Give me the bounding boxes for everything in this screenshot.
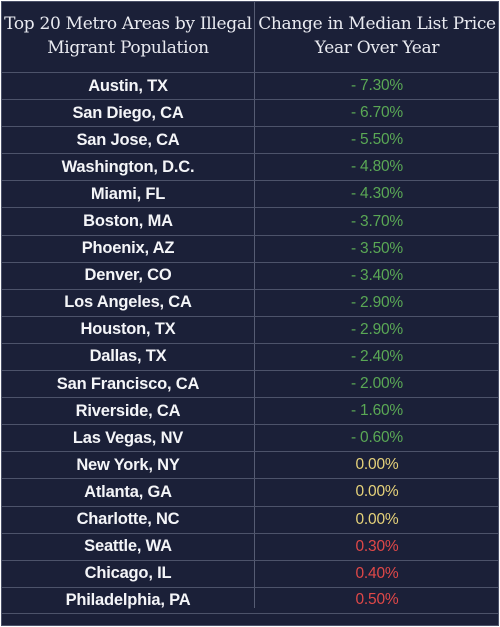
table-row: New York, NY 0.00% — [2, 451, 498, 478]
price-change-cell: - 2.40% — [350, 347, 404, 365]
price-change-cell: - 3.40% — [350, 266, 404, 284]
table-row: San Diego, CA - 6.70% — [2, 99, 498, 126]
table-row: Los Angeles, CA - 2.90% — [2, 288, 498, 316]
metro-area-cell: Austin, TX — [88, 76, 168, 95]
price-change-cell: - 4.30% — [350, 185, 404, 203]
table-row: Miami, FL - 4.30% — [2, 180, 498, 207]
metro-area-cell: San Francisco, CA — [56, 374, 200, 393]
table-row: San Jose, CA - 5.50% — [2, 126, 498, 153]
table-row: Phoenix, AZ - 3.50% — [2, 234, 498, 262]
metro-area-cell: Las Vegas, NV — [72, 428, 184, 447]
metro-area-cell: Boston, MA — [83, 212, 173, 231]
price-change-cell: - 0.60% — [350, 429, 404, 447]
metro-area-cell: Charlotte, NC — [76, 510, 180, 529]
metro-area-cell: Seattle, WA — [84, 537, 172, 556]
header-change-line-1: Change in Median List Price — [258, 14, 496, 34]
price-change-cell: 0.30% — [355, 537, 399, 555]
table-row: Philadelphia, PA 0.50% — [2, 586, 498, 614]
metro-area-cell: Dallas, TX — [89, 347, 167, 366]
table-row: Dallas, TX - 2.40% — [2, 342, 498, 370]
table-row: Las Vegas, NV - 0.60% — [2, 424, 498, 451]
table-header: Top 20 Metro Areas by Illegal Migrant Po… — [2, 2, 498, 72]
table-row: Washington, D.C. - 4.80% — [2, 153, 498, 180]
metro-area-cell: Philadelphia, PA — [65, 590, 191, 609]
price-change-cell: 0.00% — [355, 483, 399, 501]
column-divider — [254, 2, 255, 608]
table-row: Charlotte, NC 0.00% — [2, 505, 498, 533]
price-change-cell: - 2.90% — [350, 293, 404, 311]
price-change-cell: 0.00% — [355, 456, 399, 474]
metro-area-cell: New York, NY — [76, 455, 180, 474]
header-metro-line-1: Top 20 Metro Areas by Illegal — [4, 14, 252, 34]
metro-area-cell: Phoenix, AZ — [81, 239, 175, 258]
metro-area-cell: Miami, FL — [90, 184, 166, 203]
metro-area-cell: Riverside, CA — [75, 401, 181, 420]
price-change-cell: - 3.50% — [350, 239, 404, 257]
table-row: Austin, TX - 7.30% — [2, 72, 498, 99]
table-row: San Francisco, CA - 2.00% — [2, 370, 498, 397]
metro-area-cell: San Diego, CA — [72, 103, 184, 122]
price-change-cell: - 4.80% — [350, 158, 404, 176]
price-change-cell: - 6.70% — [350, 104, 404, 122]
header-change-line-2: Year Over Year — [314, 38, 440, 58]
table-row: Riverside, CA - 1.60% — [2, 397, 498, 424]
table-body: Austin, TX - 7.30% San Diego, CA - 6.70% San… — [2, 72, 498, 614]
table-row: Seattle, WA 0.30% — [2, 532, 498, 560]
metro-area-cell: Washington, D.C. — [61, 157, 195, 176]
price-change-cell: 0.50% — [355, 591, 399, 609]
price-change-cell: - 3.70% — [350, 212, 404, 230]
table-row: Denver, CO - 3.40% — [2, 261, 498, 289]
price-change-cell: - 2.00% — [350, 375, 404, 393]
table-row: Chicago, IL 0.40% — [2, 559, 498, 587]
metro-area-cell: Atlanta, GA — [84, 482, 172, 501]
price-change-cell: - 2.90% — [350, 320, 404, 338]
header-price-change: Change in Median List Price Year Over Ye… — [255, 12, 499, 60]
price-change-cell: 0.00% — [355, 510, 399, 528]
metro-area-cell: Denver, CO — [84, 266, 172, 285]
price-change-cell: 0.40% — [355, 564, 399, 582]
header-metro-areas: Top 20 Metro Areas by Illegal Migrant Po… — [2, 12, 254, 60]
metro-area-cell: Chicago, IL — [84, 564, 172, 583]
metro-area-cell: San Jose, CA — [76, 130, 180, 149]
price-change-cell: - 5.50% — [350, 131, 404, 149]
header-metro-line-2: Migrant Population — [47, 38, 209, 58]
metro-area-cell: Houston, TX — [80, 320, 176, 339]
table-row: Houston, TX - 2.90% — [2, 315, 498, 343]
table-row: Boston, MA - 3.70% — [2, 207, 498, 234]
price-change-cell: - 7.30% — [350, 77, 404, 95]
price-change-cell: - 1.60% — [350, 402, 404, 420]
metro-area-cell: Los Angeles, CA — [64, 293, 192, 312]
table-row: Atlanta, GA 0.00% — [2, 478, 498, 505]
